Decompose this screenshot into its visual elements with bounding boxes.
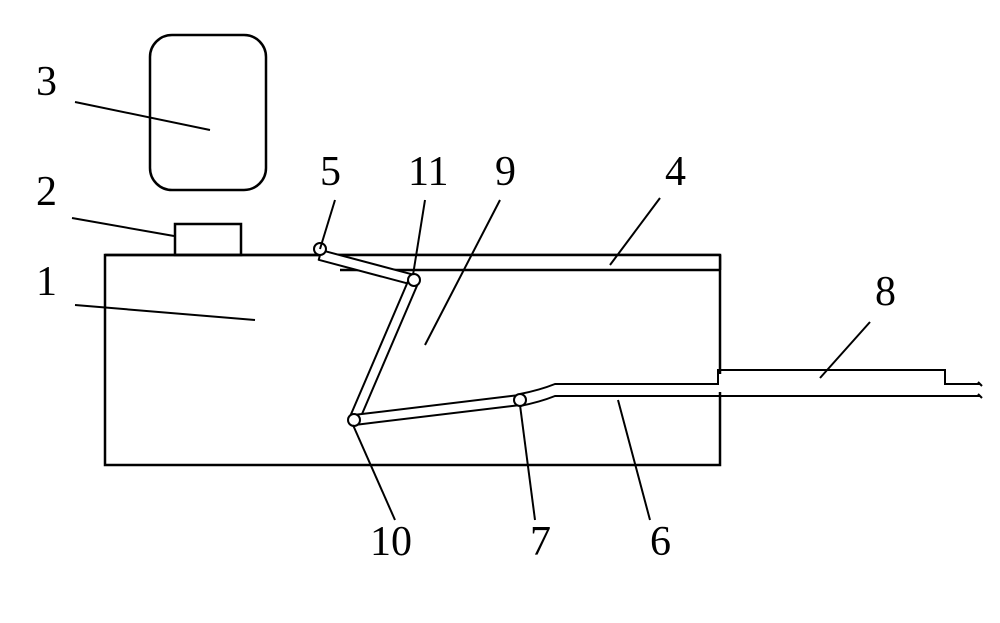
- label-lbl9: 9: [495, 149, 516, 195]
- part-9-bar: [349, 278, 418, 422]
- leader-lbl3: [75, 102, 210, 130]
- arm-end-tick-1: [978, 382, 982, 386]
- part-3-head: [150, 35, 266, 190]
- part-6-8-arm-top: [520, 370, 980, 394]
- hinge-10: [348, 414, 360, 426]
- part-10-bar: [353, 395, 520, 425]
- part-4-slot-fill: [340, 255, 720, 270]
- leader-lbl9: [425, 200, 500, 345]
- label-lbl4: 4: [665, 149, 686, 195]
- label-lbl2: 2: [36, 169, 57, 215]
- leader-lbl10: [353, 425, 395, 520]
- label-lbl5: 5: [320, 149, 341, 195]
- leader-lbl1: [75, 305, 255, 320]
- label-lbl1: 1: [36, 259, 57, 305]
- part-6-8-arm-bottom: [520, 396, 980, 406]
- technical-diagram: 1 2 3 4 5 6 7 8 9 10 11: [0, 0, 1000, 623]
- label-lbl6: 6: [650, 519, 671, 565]
- label-lbl10: 10: [370, 519, 412, 565]
- part-2-neck: [175, 224, 241, 255]
- label-lbl3: 3: [36, 59, 57, 105]
- hinge-7: [514, 394, 526, 406]
- hinge-11: [408, 274, 420, 286]
- arm-end-tick-2: [978, 394, 982, 398]
- leader-lbl7: [520, 405, 535, 520]
- label-lbl7: 7: [530, 519, 551, 565]
- leader-lbl6: [618, 400, 650, 520]
- leader-lbl5: [320, 200, 335, 249]
- label-lbl11: 11: [408, 149, 448, 195]
- label-lbl8: 8: [875, 269, 896, 315]
- leader-lbl2: [72, 218, 174, 236]
